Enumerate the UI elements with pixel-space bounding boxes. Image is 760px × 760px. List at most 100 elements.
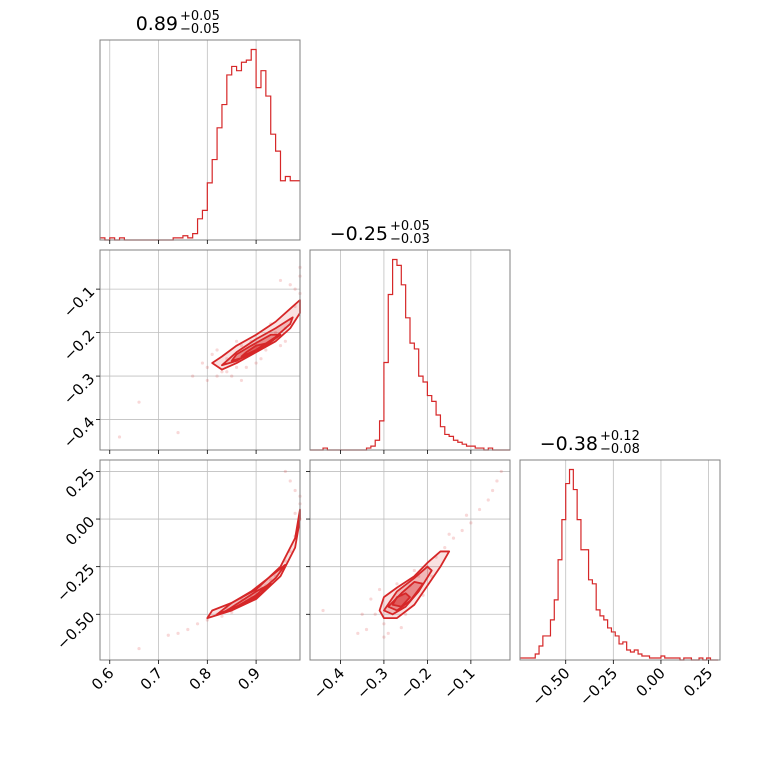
sample-point [460, 528, 464, 533]
sample-point [215, 348, 219, 352]
sample-point [288, 283, 292, 287]
panel-2-2 [565, 460, 709, 660]
sample-point [404, 612, 408, 616]
contour-level-3 [225, 582, 272, 612]
contour-panel-2-0 [137, 469, 302, 651]
panel-2-1 [310, 460, 510, 660]
sample-point [166, 633, 170, 637]
sample-point [205, 365, 209, 369]
sample-point [293, 488, 297, 493]
sample-point [117, 435, 122, 439]
sample-point [274, 331, 278, 335]
sample-point [244, 365, 248, 369]
y-tick-label: 0.25 [62, 465, 98, 501]
sample-point [234, 365, 239, 369]
x-tick-label: −0.25 [576, 664, 621, 709]
title-plus-2: +0.12 [600, 429, 640, 444]
sample-point [259, 357, 263, 361]
sample-point [499, 469, 503, 474]
title-minus-1: −0.03 [390, 232, 430, 247]
sample-point [412, 568, 416, 573]
sample-point [477, 507, 482, 512]
sample-point [364, 627, 369, 632]
sample-point [215, 374, 219, 378]
contour-panel-2-1 [321, 469, 503, 639]
sample-point [278, 344, 283, 348]
y-tick-label: −0.3 [60, 370, 98, 408]
sample-point [191, 374, 195, 378]
sample-point [360, 612, 364, 616]
y-tick-label: −0.1 [60, 283, 98, 321]
contour-level-4 [240, 342, 267, 358]
sample-point [205, 618, 209, 622]
y-tick-label: −0.50 [53, 608, 98, 653]
panel-frame-1-0 [99, 249, 301, 451]
y-tick-label: −0.25 [53, 560, 98, 605]
sample-point [186, 627, 190, 632]
panel-frame-2-0 [99, 459, 301, 661]
sample-point [239, 344, 244, 348]
sample-point [464, 513, 469, 517]
contour-level-3 [387, 581, 424, 612]
sample-point [486, 498, 490, 502]
sample-point [321, 608, 325, 613]
sample-point [451, 536, 456, 540]
sample-point [278, 278, 283, 283]
contour-level-1 [378, 550, 451, 619]
title-plus-1: +0.05 [390, 219, 430, 234]
x-tick-label: 0.6 [88, 664, 118, 694]
panel-frame-1-1 [309, 249, 511, 451]
sample-point [239, 378, 244, 383]
sample-point [395, 582, 399, 586]
histogram-param-0 [100, 48, 300, 241]
sample-point [491, 488, 495, 493]
sample-point [195, 622, 200, 626]
panel-0-0 [109, 40, 257, 240]
x-tick-label: −0.2 [397, 664, 435, 702]
x-tick-label: −0.4 [310, 664, 348, 702]
contour-level-1 [206, 508, 301, 619]
y-tick-label: 0.00 [62, 513, 98, 549]
panel-frame-2-2 [519, 459, 721, 661]
sample-point [264, 348, 268, 352]
panel-1-0 [100, 250, 300, 450]
sample-point [369, 597, 373, 601]
contour-level-2 [216, 563, 287, 616]
panel-frame-0-0 [99, 39, 301, 241]
sample-point [382, 635, 386, 639]
panel-frame-2-1 [309, 459, 511, 661]
contour-panel-1-0 [117, 265, 302, 439]
sample-point [386, 631, 390, 635]
sample-point [443, 546, 447, 550]
sample-point [205, 378, 209, 383]
sample-point [377, 587, 382, 592]
sample-point [373, 612, 377, 616]
x-tick-label: −0.3 [353, 664, 391, 702]
sample-point [288, 479, 292, 483]
sample-point [356, 631, 360, 635]
contour-level-4 [235, 593, 262, 609]
sample-point [176, 631, 180, 635]
sample-point [137, 646, 141, 651]
sample-point [225, 370, 229, 374]
sample-point [220, 614, 224, 618]
sample-point [137, 400, 141, 404]
x-tick-label: 0.9 [234, 664, 264, 694]
sample-point [200, 361, 205, 365]
sample-point [382, 622, 386, 626]
x-tick-label: 0.00 [632, 664, 668, 700]
sample-point [220, 370, 224, 374]
histogram-param-2 [520, 468, 719, 661]
x-tick-label: 0.25 [680, 664, 716, 700]
x-tick-label: 0.8 [186, 664, 216, 694]
contour-level-2 [383, 565, 433, 616]
x-tick-label: 0.7 [137, 664, 167, 694]
title-median-2: −0.38 [540, 433, 598, 455]
sample-point [495, 479, 499, 483]
y-tick-label: −0.4 [60, 413, 98, 451]
y-tick-label: −0.2 [60, 326, 98, 364]
histogram-param-1 [310, 258, 510, 451]
sample-point [293, 511, 297, 515]
sample-point [293, 287, 297, 291]
sample-point [210, 352, 214, 356]
